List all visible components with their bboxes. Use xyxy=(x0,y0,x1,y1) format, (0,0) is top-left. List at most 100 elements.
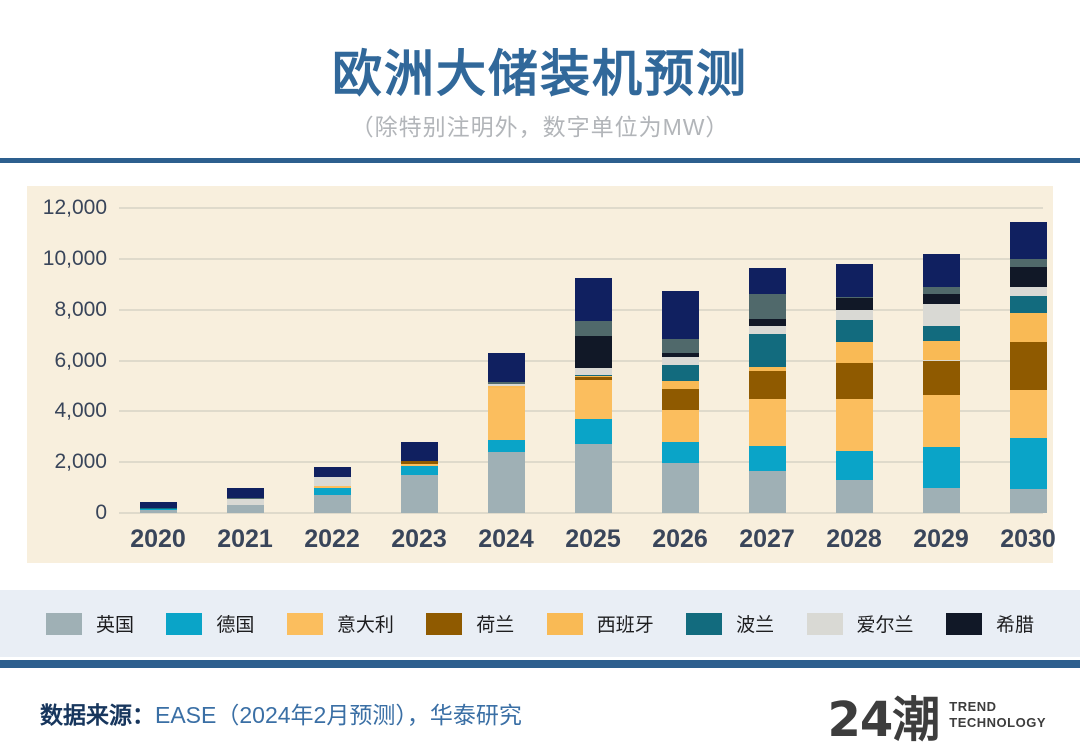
legend-item-荷兰: 荷兰 xyxy=(426,610,514,637)
x-axis-tick-label: 2021 xyxy=(217,525,273,553)
legend-label-荷兰: 荷兰 xyxy=(476,615,515,636)
header-divider xyxy=(0,158,1080,163)
bar-segment-爱尔兰-2021 xyxy=(226,499,264,506)
bar-segment-波兰-2020 xyxy=(139,507,177,509)
legend-swatch-波兰 xyxy=(686,612,723,635)
bar-segment-unlabeled_slate-2021 xyxy=(226,498,264,500)
bar-segment-西班牙-2030 xyxy=(1009,313,1047,342)
gridline xyxy=(119,512,1043,514)
bar-segment-unlabeled_slate-2029 xyxy=(922,286,960,295)
bar-segment-unlabeled_slate-2026 xyxy=(661,338,699,354)
x-axis-tick-label: 2023 xyxy=(391,525,447,553)
gridline xyxy=(119,207,1043,209)
bar-segment-爱尔兰-2028 xyxy=(835,310,873,320)
bar-segment-英国-2024 xyxy=(487,452,525,513)
legend-item-意大利: 意大利 xyxy=(286,610,394,637)
legend-item-波兰: 波兰 xyxy=(686,610,774,637)
bar-segment-德国-2020 xyxy=(139,508,177,510)
bar-segment-unlabeled_slate-2024 xyxy=(487,382,525,384)
bar-segment-荷兰-2025 xyxy=(574,377,612,380)
bar-segment-西班牙-2026 xyxy=(661,381,699,389)
bar-segment-希腊-2025 xyxy=(574,335,612,369)
legend-label-西班牙: 西班牙 xyxy=(596,615,654,636)
bar-segment-西班牙-2029 xyxy=(922,340,960,361)
bar-segment-英国-2025 xyxy=(574,444,612,513)
bar-segment-unlabeled_navy-2025 xyxy=(574,277,612,321)
y-axis-tick-label: 10,000 xyxy=(42,246,107,270)
bar-segment-希腊-2026 xyxy=(661,353,699,358)
bar-segment-德国-2027 xyxy=(748,446,786,472)
legend-swatch-英国 xyxy=(46,612,82,635)
x-axis-tick-label: 2027 xyxy=(739,525,795,553)
y-axis-tick-label: 6,000 xyxy=(54,348,107,372)
legend-item-希腊: 希腊 xyxy=(945,610,1034,637)
legend-swatch-爱尔兰 xyxy=(806,612,843,635)
bar-segment-波兰-2027 xyxy=(748,334,786,367)
bar-segment-希腊-2029 xyxy=(922,294,960,304)
bar-segment-波兰-2028 xyxy=(835,319,873,342)
bar-segment-爱尔兰-2027 xyxy=(748,325,786,335)
chart-panel: 0 2,000 4,000 6,000 8,000 10,000 12,000 2020 202… xyxy=(27,186,1056,563)
bar-segment-波兰-2030 xyxy=(1009,296,1047,314)
bar-segment-德国-2026 xyxy=(661,441,699,464)
bar-segment-德国-2028 xyxy=(835,451,873,481)
bar-segment-意大利-2029 xyxy=(922,395,960,448)
bar-segment-英国-2020 xyxy=(139,509,177,513)
bar-segment-unlabeled_slate-2025 xyxy=(574,320,612,336)
bar-segment-unlabeled_navy-2020 xyxy=(139,502,177,508)
bar-segment-意大利-2022 xyxy=(313,486,351,489)
bar-segment-西班牙-2027 xyxy=(748,366,786,371)
bar-segment-爱尔兰-2029 xyxy=(922,303,960,326)
bar-segment-波兰-2026 xyxy=(661,364,699,382)
bar-segment-unlabeled_navy-2028 xyxy=(835,263,873,297)
bar-segment-unlabeled_navy-2021 xyxy=(226,487,264,499)
bar-segment-意大利-2030 xyxy=(1009,389,1047,439)
bar-segment-德国-2022 xyxy=(313,488,351,496)
bar-segment-意大利-2027 xyxy=(748,399,786,447)
y-axis-tick-label: 4,000 xyxy=(54,399,107,423)
bar-segment-unlabeled_navy-2030 xyxy=(1009,221,1047,259)
bar-segment-希腊-2028 xyxy=(835,297,873,311)
x-axis-tick-label: 2029 xyxy=(913,525,969,553)
chart-legend: 英国 德国 意大利 荷兰 西班牙 波兰 爱尔兰 希腊 xyxy=(0,590,1080,657)
legend-item-西班牙: 西班牙 xyxy=(546,610,654,637)
x-axis-tick-label: 2030 xyxy=(1000,525,1056,553)
legend-swatch-德国 xyxy=(166,612,203,635)
logo-line-technology: TECHNOLOGY xyxy=(949,715,1046,730)
bar-segment-爱尔兰-2024 xyxy=(487,383,525,386)
x-axis-tick-label: 2026 xyxy=(652,525,708,553)
logo-trend-technology: TREND TECHNOLOGY xyxy=(949,699,1046,732)
y-axis-tick-label: 2,000 xyxy=(54,450,107,474)
bar-segment-爱尔兰-2025 xyxy=(574,368,612,375)
bar-segment-意大利-2024 xyxy=(487,387,525,440)
x-axis-tick-label: 2028 xyxy=(826,525,882,553)
bar-segment-英国-2026 xyxy=(661,463,699,513)
bar-segment-意大利-2028 xyxy=(835,399,873,452)
bar-segment-荷兰-2029 xyxy=(922,360,960,396)
bar-segment-德国-2024 xyxy=(487,439,525,452)
bar-segment-unlabeled_slate-2030 xyxy=(1009,258,1047,267)
page-title: 欧洲大储装机预测 xyxy=(332,46,748,102)
data-source-line: 数据来源：EASE（2024年2月预测），华泰研究 xyxy=(40,696,522,730)
logo-line-trend: TREND xyxy=(949,698,997,714)
bar-segment-西班牙-2028 xyxy=(835,341,873,363)
bar-segment-德国-2030 xyxy=(1009,438,1047,490)
page-subtitle: （除特别注明外，数字单位为MW） xyxy=(350,114,730,140)
bar-segment-德国-2029 xyxy=(922,447,960,488)
bar-segment-英国-2028 xyxy=(835,480,873,513)
legend-item-爱尔兰: 爱尔兰 xyxy=(806,610,914,637)
bar-segment-西班牙-2025 xyxy=(574,375,612,378)
bar-segment-荷兰-2030 xyxy=(1009,341,1047,390)
bar-segment-英国-2027 xyxy=(748,471,786,513)
legend-swatch-西班牙 xyxy=(546,612,583,635)
bar-segment-爱尔兰-2022 xyxy=(313,477,351,487)
bar-segment-unlabeled_navy-2027 xyxy=(748,267,786,294)
gridline xyxy=(119,257,1043,260)
bar-segment-意大利-2023 xyxy=(400,464,438,467)
x-axis-tick-label: 2025 xyxy=(565,525,621,553)
bar-segment-意大利-2025 xyxy=(574,379,612,419)
legend-label-希腊: 希腊 xyxy=(995,615,1034,636)
bar-segment-unlabeled_navy-2022 xyxy=(313,467,351,478)
x-axis-tick-label: 2020 xyxy=(130,525,186,553)
bar-segment-波兰-2025 xyxy=(574,374,612,376)
